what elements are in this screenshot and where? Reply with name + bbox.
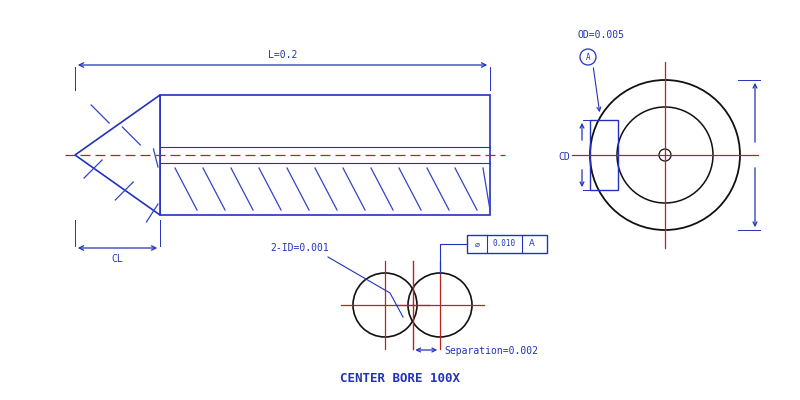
Bar (467, 235, 547, 253)
Text: 0.010: 0.010 (493, 240, 515, 248)
Text: L=0.2: L=0.2 (268, 50, 297, 60)
Text: 2-ID=0.001: 2-ID=0.001 (270, 243, 329, 253)
Text: CENTER BORE 100X: CENTER BORE 100X (340, 372, 460, 385)
Bar (590, 120, 618, 190)
Text: A: A (529, 240, 535, 248)
Text: CL: CL (112, 254, 123, 264)
Text: CD: CD (558, 152, 570, 162)
Text: A: A (586, 52, 590, 62)
Polygon shape (160, 95, 490, 215)
Polygon shape (75, 95, 160, 215)
Text: OD=0.005: OD=0.005 (578, 30, 625, 40)
Text: ⌀: ⌀ (474, 240, 479, 248)
Text: Separation=0.002: Separation=0.002 (444, 346, 538, 356)
